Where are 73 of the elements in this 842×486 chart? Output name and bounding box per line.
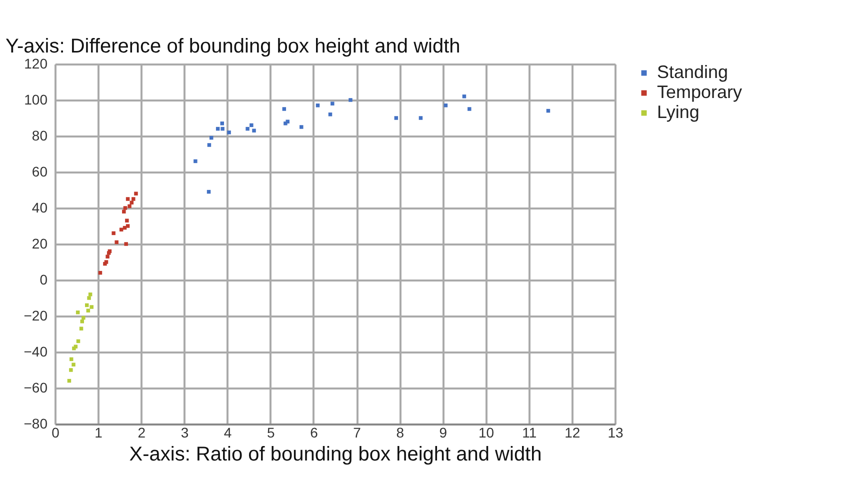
point bbox=[112, 231, 116, 236]
point bbox=[114, 240, 118, 244]
point bbox=[88, 292, 92, 296]
point bbox=[119, 228, 124, 232]
x-axis-title: X-axis: Ratio of bounding box height and width bbox=[129, 444, 542, 466]
x-tick-label: 1 bbox=[94, 424, 103, 440]
y-tick-label: −40 bbox=[24, 344, 48, 360]
point bbox=[468, 107, 472, 111]
point bbox=[80, 320, 84, 324]
point bbox=[246, 126, 250, 131]
x-tick-label: 8 bbox=[396, 424, 404, 440]
legend-label: Standing bbox=[657, 62, 728, 82]
x-tick-label: 11 bbox=[522, 424, 537, 440]
x-tick-label: 13 bbox=[608, 424, 624, 440]
legend-label: Lying bbox=[657, 102, 700, 122]
point bbox=[76, 310, 80, 314]
x-tick-label: 6 bbox=[310, 424, 318, 440]
point bbox=[69, 368, 73, 372]
point bbox=[252, 128, 256, 132]
x-tick-label: 9 bbox=[439, 424, 448, 440]
point bbox=[328, 112, 332, 116]
point bbox=[106, 254, 110, 258]
x-tick-label: 10 bbox=[478, 424, 494, 440]
point bbox=[126, 224, 130, 228]
point bbox=[316, 104, 320, 108]
point bbox=[86, 308, 90, 312]
point bbox=[227, 130, 231, 134]
point bbox=[79, 326, 84, 330]
point bbox=[82, 316, 86, 320]
point bbox=[394, 116, 398, 120]
point bbox=[125, 218, 129, 222]
point bbox=[418, 116, 423, 120]
point bbox=[250, 123, 254, 128]
point bbox=[130, 200, 134, 204]
x-tick-label: 3 bbox=[180, 424, 189, 440]
point bbox=[194, 159, 198, 164]
point bbox=[123, 206, 128, 210]
legend-label: Temporary bbox=[657, 82, 742, 102]
x-tick-label: 4 bbox=[224, 424, 232, 440]
y-tick-label: 80 bbox=[32, 128, 48, 144]
point bbox=[207, 143, 212, 147]
point bbox=[220, 126, 224, 131]
y-tick-label: 0 bbox=[40, 272, 48, 288]
point bbox=[87, 296, 91, 300]
point bbox=[300, 125, 304, 129]
x-tick-label: 2 bbox=[138, 424, 146, 440]
point bbox=[348, 98, 352, 102]
y-tick-label: 60 bbox=[32, 164, 48, 180]
point bbox=[128, 204, 132, 208]
point bbox=[124, 242, 128, 246]
point bbox=[90, 305, 94, 309]
point bbox=[132, 197, 136, 201]
point bbox=[72, 362, 76, 366]
x-tick-label: 7 bbox=[353, 424, 362, 440]
point bbox=[134, 192, 138, 196]
y-axis-title: Y-axis: Difference of bounding box height and width bbox=[6, 36, 460, 58]
point bbox=[444, 104, 448, 108]
y-tick-label: −80 bbox=[24, 416, 48, 432]
y-tick-label: 20 bbox=[32, 236, 48, 252]
point bbox=[122, 210, 126, 214]
x-tick-label: 0 bbox=[52, 424, 60, 440]
y-tick-label: −60 bbox=[24, 380, 48, 396]
x-tick-label: 12 bbox=[564, 424, 580, 440]
point bbox=[220, 122, 224, 126]
y-tick-label: 100 bbox=[24, 92, 48, 108]
point bbox=[282, 107, 286, 111]
point bbox=[126, 197, 130, 201]
point bbox=[330, 102, 334, 106]
y-tick-label: 120 bbox=[24, 56, 48, 72]
y-tick-label: −20 bbox=[24, 308, 48, 324]
point bbox=[462, 94, 466, 98]
x-tick-label: 5 bbox=[266, 424, 275, 440]
y-tick-label: 40 bbox=[32, 200, 48, 216]
